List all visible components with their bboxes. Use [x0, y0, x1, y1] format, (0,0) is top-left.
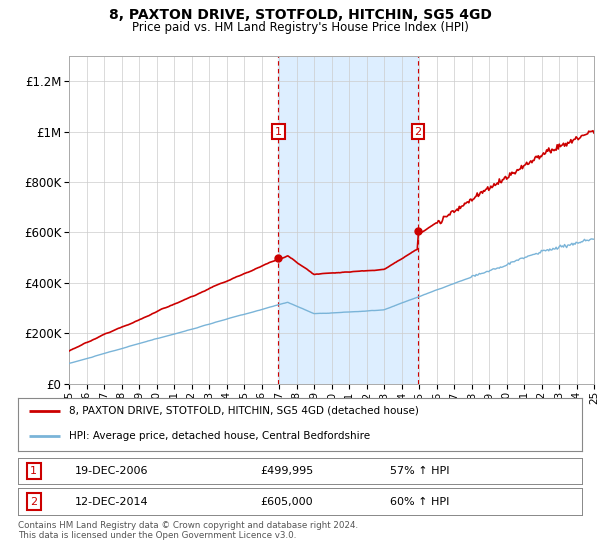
Text: 8, PAXTON DRIVE, STOTFOLD, HITCHIN, SG5 4GD (detached house): 8, PAXTON DRIVE, STOTFOLD, HITCHIN, SG5 … — [69, 406, 419, 416]
Text: 57% ↑ HPI: 57% ↑ HPI — [390, 466, 450, 476]
Text: 1: 1 — [275, 127, 282, 137]
Text: 19-DEC-2006: 19-DEC-2006 — [74, 466, 148, 476]
Text: 12-DEC-2014: 12-DEC-2014 — [74, 497, 148, 507]
Text: Price paid vs. HM Land Registry's House Price Index (HPI): Price paid vs. HM Land Registry's House … — [131, 21, 469, 34]
Text: Contains HM Land Registry data © Crown copyright and database right 2024.
This d: Contains HM Land Registry data © Crown c… — [18, 521, 358, 540]
Bar — [278, 56, 418, 384]
Text: 60% ↑ HPI: 60% ↑ HPI — [390, 497, 449, 507]
Text: 2: 2 — [30, 497, 37, 507]
Text: 8, PAXTON DRIVE, STOTFOLD, HITCHIN, SG5 4GD: 8, PAXTON DRIVE, STOTFOLD, HITCHIN, SG5 … — [109, 8, 491, 22]
Text: 2: 2 — [415, 127, 422, 137]
Text: £499,995: £499,995 — [260, 466, 314, 476]
Text: 1: 1 — [30, 466, 37, 476]
Text: HPI: Average price, detached house, Central Bedfordshire: HPI: Average price, detached house, Cent… — [69, 431, 370, 441]
Text: £605,000: £605,000 — [260, 497, 313, 507]
